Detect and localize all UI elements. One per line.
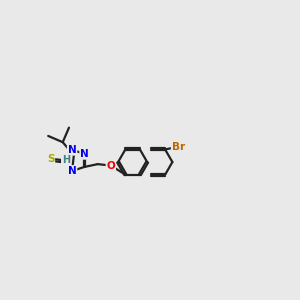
Text: S: S	[47, 154, 54, 164]
Text: N: N	[68, 145, 76, 155]
Text: N: N	[68, 166, 76, 176]
Text: H: H	[62, 155, 70, 165]
Text: O: O	[106, 160, 115, 170]
Text: N: N	[80, 149, 89, 159]
Text: Br: Br	[172, 142, 185, 152]
